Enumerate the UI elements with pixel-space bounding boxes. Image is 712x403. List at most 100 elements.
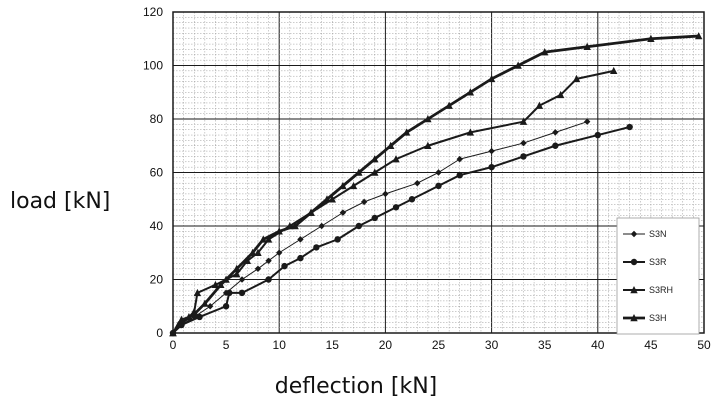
x-tick-label: 5 xyxy=(223,338,230,352)
data-point xyxy=(392,155,400,163)
data-point xyxy=(392,204,400,211)
legend: S3N S3R S3RH S3H xyxy=(616,217,700,335)
data-point xyxy=(276,249,283,256)
y-tick-label: 0 xyxy=(156,326,163,340)
data-point xyxy=(222,303,230,310)
data-point xyxy=(206,303,214,310)
x-tick-label: 15 xyxy=(326,338,340,352)
data-point xyxy=(265,276,272,283)
tick-labels: 0 5 10 15 20 25 30 35 40 45 50 0 20 40 60 80 100 120 xyxy=(143,5,711,352)
data-point xyxy=(630,258,638,266)
data-point xyxy=(196,313,203,321)
data-point xyxy=(424,141,432,149)
data-point xyxy=(355,168,363,176)
data-point xyxy=(488,163,495,171)
data-point xyxy=(520,153,527,160)
legend-entry: S3N xyxy=(649,229,667,239)
data-point xyxy=(583,118,591,125)
data-point xyxy=(339,181,347,190)
data-point xyxy=(382,190,389,198)
y-axis-label: load [kN] xyxy=(10,189,110,214)
x-tick-label: 35 xyxy=(538,338,552,352)
data-point xyxy=(233,264,241,272)
data-point xyxy=(259,235,267,243)
data-point xyxy=(307,208,315,216)
data-point xyxy=(291,222,299,230)
series-line xyxy=(171,34,699,334)
data-point xyxy=(243,256,252,264)
data-point xyxy=(371,214,378,222)
data-point xyxy=(360,198,368,206)
y-tick-label: 120 xyxy=(143,5,163,19)
data-point xyxy=(281,262,288,270)
data-point xyxy=(265,257,272,264)
data-point xyxy=(456,155,463,163)
series-s3n xyxy=(169,118,591,337)
series-line xyxy=(172,126,630,334)
data-point xyxy=(556,90,565,99)
data-point xyxy=(610,66,618,75)
legend-box xyxy=(616,217,700,335)
data-point xyxy=(318,222,325,230)
legend-entry: S3H xyxy=(649,313,667,323)
data-point xyxy=(248,248,257,256)
data-point xyxy=(217,280,225,289)
data-point xyxy=(371,168,379,176)
data-point xyxy=(334,236,341,243)
legend-entry: S3R xyxy=(649,257,667,267)
y-tick-label: 100 xyxy=(143,59,163,73)
data-point xyxy=(190,310,198,318)
grid xyxy=(172,11,705,334)
data-point xyxy=(435,182,442,190)
x-tick-label: 20 xyxy=(379,338,393,352)
y-tick-label: 40 xyxy=(150,219,164,233)
data-point xyxy=(226,289,233,297)
data-point xyxy=(519,117,528,125)
data-point xyxy=(254,265,262,272)
data-point xyxy=(414,180,421,187)
data-point xyxy=(630,230,638,238)
data-point xyxy=(541,48,549,56)
data-point xyxy=(233,270,241,278)
x-tick-label: 50 xyxy=(697,338,711,352)
data-point xyxy=(552,142,559,149)
plot-frame xyxy=(172,11,705,334)
data-point xyxy=(445,101,453,109)
data-point xyxy=(520,139,527,147)
data-point xyxy=(328,195,336,203)
data-point xyxy=(514,61,522,69)
data-point xyxy=(238,289,246,297)
data-point xyxy=(424,115,432,123)
x-tick-label: 0 xyxy=(170,338,177,352)
data-point xyxy=(466,128,475,136)
data-point xyxy=(355,222,363,230)
data-point xyxy=(552,129,559,136)
data-point xyxy=(647,34,655,42)
y-tick-label: 80 xyxy=(150,112,164,126)
data-point xyxy=(211,280,220,289)
x-tick-label: 25 xyxy=(432,338,446,352)
data-point xyxy=(174,320,183,329)
data-point xyxy=(535,101,544,109)
data-point xyxy=(594,131,601,139)
series-group xyxy=(169,32,703,337)
data-point xyxy=(264,235,273,243)
x-tick-label: 30 xyxy=(485,338,499,352)
data-point xyxy=(275,227,283,235)
data-point xyxy=(487,74,496,83)
y-tick-label: 20 xyxy=(150,273,164,287)
x-axis-label: deflection [kN] xyxy=(275,374,438,399)
data-point xyxy=(193,288,202,297)
y-tick-label: 60 xyxy=(150,166,164,180)
data-point xyxy=(323,195,331,203)
data-point xyxy=(402,128,411,136)
data-point xyxy=(630,286,638,294)
data-point xyxy=(630,314,638,322)
legend-entry: S3RH xyxy=(649,285,673,295)
data-point xyxy=(371,155,379,163)
series-s3r xyxy=(169,123,633,337)
data-point xyxy=(238,276,246,283)
data-point xyxy=(201,299,209,307)
data-point xyxy=(488,147,495,155)
